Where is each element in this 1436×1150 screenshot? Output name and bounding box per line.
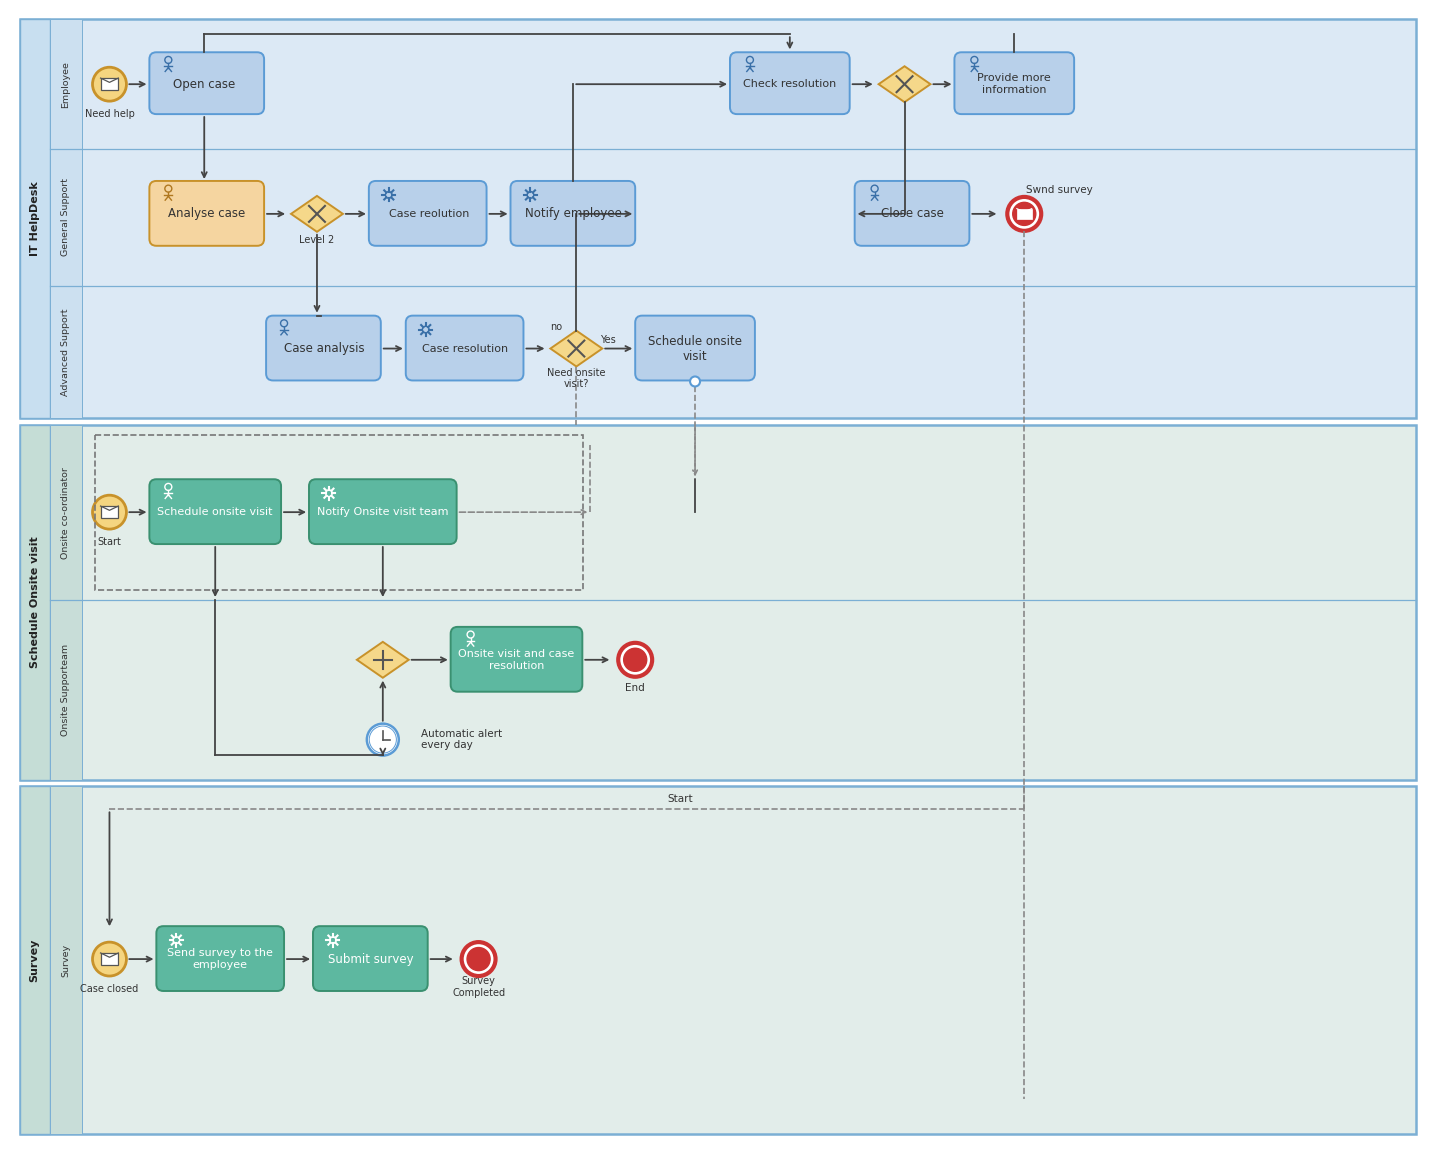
Text: Case resolution: Case resolution xyxy=(422,344,508,353)
Bar xyxy=(20,787,1416,1134)
Circle shape xyxy=(92,67,126,101)
Bar xyxy=(1017,208,1031,220)
Text: Swnd survey: Swnd survey xyxy=(1025,185,1093,196)
Circle shape xyxy=(461,942,495,976)
Text: Notify Onsite visit team: Notify Onsite visit team xyxy=(317,507,448,518)
Text: Need onsite
visit?: Need onsite visit? xyxy=(547,368,606,390)
Text: Schedule Onsite visit: Schedule Onsite visit xyxy=(30,537,40,668)
Circle shape xyxy=(691,376,699,386)
Circle shape xyxy=(369,726,396,753)
Polygon shape xyxy=(550,330,602,367)
Text: Close case: Close case xyxy=(882,207,943,221)
FancyBboxPatch shape xyxy=(149,181,264,246)
Text: Survey: Survey xyxy=(30,938,40,982)
Text: Start: Start xyxy=(668,795,694,805)
Circle shape xyxy=(1012,202,1035,225)
FancyBboxPatch shape xyxy=(309,480,457,544)
Polygon shape xyxy=(358,642,409,677)
Bar xyxy=(20,426,50,780)
Bar xyxy=(101,78,118,91)
Bar xyxy=(50,150,82,285)
Bar xyxy=(50,600,82,780)
FancyBboxPatch shape xyxy=(729,52,850,114)
Text: Onsite co-ordinator: Onsite co-ordinator xyxy=(62,467,70,559)
Text: Case analysis: Case analysis xyxy=(284,342,365,355)
Circle shape xyxy=(1007,197,1041,231)
Text: Notify employee: Notify employee xyxy=(526,207,622,221)
Bar xyxy=(50,285,82,419)
Circle shape xyxy=(619,643,652,676)
Text: Open case: Open case xyxy=(174,78,236,91)
Text: Onsite Supporteam: Onsite Supporteam xyxy=(62,644,70,736)
Text: Provide more
information: Provide more information xyxy=(978,74,1051,95)
Text: Schedule onsite visit: Schedule onsite visit xyxy=(158,507,273,518)
Bar xyxy=(50,787,82,1134)
FancyBboxPatch shape xyxy=(451,627,583,691)
Text: Send survey to the
employee: Send survey to the employee xyxy=(167,949,273,969)
Text: Analyse case: Analyse case xyxy=(168,207,246,221)
FancyBboxPatch shape xyxy=(635,315,755,381)
FancyBboxPatch shape xyxy=(955,52,1074,114)
Bar xyxy=(101,506,118,519)
FancyBboxPatch shape xyxy=(266,315,381,381)
Text: Schedule onsite
visit: Schedule onsite visit xyxy=(648,335,742,362)
Text: Advanced Support: Advanced Support xyxy=(62,308,70,396)
Bar xyxy=(20,787,50,1134)
FancyBboxPatch shape xyxy=(406,315,524,381)
Text: Survey: Survey xyxy=(62,943,70,976)
Text: Start: Start xyxy=(98,537,122,547)
Text: Survey
Completed: Survey Completed xyxy=(452,976,505,998)
Text: Yes: Yes xyxy=(600,335,616,345)
FancyBboxPatch shape xyxy=(369,181,487,246)
Text: no: no xyxy=(550,322,563,331)
FancyBboxPatch shape xyxy=(149,480,281,544)
Text: Case closed: Case closed xyxy=(80,984,139,994)
Bar xyxy=(101,953,118,965)
FancyBboxPatch shape xyxy=(511,181,635,246)
FancyBboxPatch shape xyxy=(854,181,969,246)
Text: Case reolution: Case reolution xyxy=(389,209,470,218)
Text: IT HelpDesk: IT HelpDesk xyxy=(30,182,40,256)
Polygon shape xyxy=(292,196,343,232)
Polygon shape xyxy=(879,67,931,102)
Circle shape xyxy=(92,942,126,976)
FancyBboxPatch shape xyxy=(313,926,428,991)
Bar xyxy=(20,20,50,419)
Text: Onsite visit and case
resolution: Onsite visit and case resolution xyxy=(458,649,574,670)
Circle shape xyxy=(366,723,399,756)
Text: Automatic alert
every day: Automatic alert every day xyxy=(421,729,501,751)
Text: Submit survey: Submit survey xyxy=(327,952,414,966)
Text: Employee: Employee xyxy=(62,61,70,108)
Bar xyxy=(95,436,583,590)
FancyBboxPatch shape xyxy=(149,52,264,114)
Circle shape xyxy=(92,496,126,529)
Bar xyxy=(50,426,82,600)
Text: Check resolution: Check resolution xyxy=(744,79,836,90)
Bar xyxy=(50,20,82,150)
Bar xyxy=(20,426,1416,780)
Circle shape xyxy=(467,948,490,971)
Bar xyxy=(20,20,1416,419)
Text: Need help: Need help xyxy=(85,109,135,120)
Text: End: End xyxy=(625,683,645,692)
Circle shape xyxy=(623,649,646,672)
Text: General Support: General Support xyxy=(62,178,70,256)
Text: Level 2: Level 2 xyxy=(299,235,335,245)
FancyBboxPatch shape xyxy=(157,926,284,991)
